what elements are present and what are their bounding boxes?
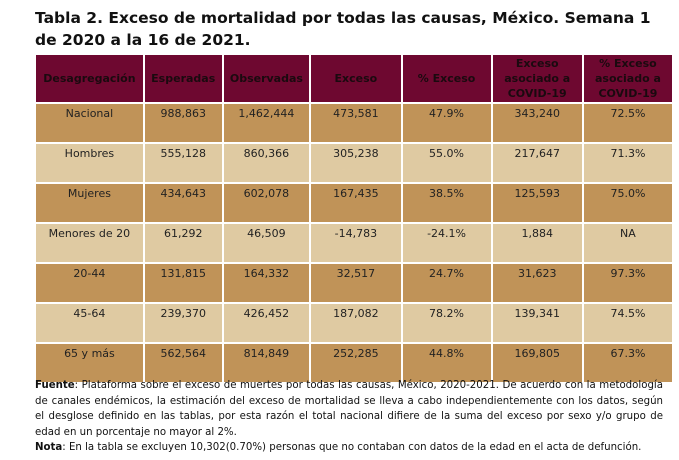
table-cell: 426,452: [221, 302, 312, 344]
table-cell: 167,435: [309, 182, 403, 224]
table-row: Menores de 20 61,292 46,509 -14,783 -24.1% 1,…: [34, 222, 675, 264]
table-cell: 67.3%: [581, 342, 675, 384]
table-cell: 434,643: [142, 182, 224, 224]
table-row: Hombres 555,128 860,366 305,238 55.0% 217,647…: [34, 142, 675, 184]
table-cell: 44.8%: [400, 342, 493, 384]
table-cell: 97.3%: [581, 262, 675, 304]
table-cell: 473,581: [309, 102, 403, 144]
table-cell: 32,517: [309, 262, 403, 304]
table-cell: 187,082: [309, 302, 403, 344]
footnotes: Fuente: Plataforma sobre el exceso de mu…: [35, 378, 663, 456]
note: Nota: En la tabla se excluyen 10,302(0.7…: [35, 440, 663, 456]
note-label: Nota: [35, 442, 63, 453]
table-cell: 555,128: [142, 142, 224, 184]
table-cell: -24.1%: [400, 222, 493, 264]
row-label: 65 y más: [34, 342, 145, 384]
table-cell: 860,366: [221, 142, 312, 184]
column-header: Observadas: [221, 53, 312, 104]
table-cell: 814,849: [221, 342, 312, 384]
table-cell: 75.0%: [581, 182, 675, 224]
table-cell: 31,623: [490, 262, 584, 304]
source-note: Fuente: Plataforma sobre el exceso de mu…: [35, 378, 663, 440]
table-cell: 72.5%: [581, 102, 675, 144]
table-cell: 239,370: [142, 302, 224, 344]
row-label: 20-44: [34, 262, 145, 304]
row-label: Menores de 20: [34, 222, 145, 264]
table-cell: 71.3%: [581, 142, 675, 184]
table-cell: 74.5%: [581, 302, 675, 344]
table-cell: 305,238: [309, 142, 403, 184]
table-cell: 47.9%: [400, 102, 493, 144]
table-cell: 131,815: [142, 262, 224, 304]
table-cell: 46,509: [221, 222, 312, 264]
table-cell: 169,805: [490, 342, 584, 384]
table-cell: 38.5%: [400, 182, 493, 224]
note-text: : En la tabla se excluyen 10,302(0.70%) …: [62, 442, 642, 453]
table-cell: 139,341: [490, 302, 584, 344]
table-cell: 164,332: [221, 262, 312, 304]
table-row: Nacional 988,863 1,462,444 473,581 47.9% 343,…: [34, 102, 675, 144]
column-header: Esperadas: [142, 53, 224, 104]
row-label: 45-64: [34, 302, 145, 344]
table-cell: 562,564: [142, 342, 224, 384]
table-cell: 78.2%: [400, 302, 493, 344]
table-cell: 217,647: [490, 142, 584, 184]
table-row: Mujeres 434,643 602,078 167,435 38.5% 125,593…: [34, 182, 675, 224]
column-header: Desagregación: [34, 53, 145, 104]
table-cell: 24.7%: [400, 262, 493, 304]
table-header-row: Desagregación Esperadas Observadas Exceso% …: [34, 53, 675, 104]
table-cell: 1,462,444: [221, 102, 312, 144]
table-cell: 61,292: [142, 222, 224, 264]
column-header: % Exceso: [400, 53, 493, 104]
table-title: Tabla 2. Exceso de mortalidad por todas …: [35, 9, 651, 49]
table-cell: 343,240: [490, 102, 584, 144]
table-cell: 602,078: [221, 182, 312, 224]
row-label: Hombres: [34, 142, 145, 184]
table-row: 20-44 131,815 164,332 32,517 24.7% 31,623 97.3…: [34, 262, 675, 304]
mortality-table: Desagregación Esperadas Observadas Exceso% …: [34, 53, 675, 384]
row-label: Mujeres: [34, 182, 145, 224]
column-header: Exceso asociado a COVID-19: [490, 53, 584, 104]
table-cell: 252,285: [309, 342, 403, 384]
table-cell: 988,863: [142, 102, 224, 144]
column-header: Exceso: [309, 53, 403, 104]
table-cell: NA: [581, 222, 675, 264]
source-text: : Plataforma sobre el exceso de muertes …: [35, 380, 663, 438]
table-row: 45-64 239,370 426,452 187,082 78.2% 139,341 74…: [34, 302, 675, 344]
column-header: % Exceso asociado a COVID-19: [581, 53, 675, 104]
table-cell: -14,783: [309, 222, 403, 264]
table-row: 65 y más 562,564 814,849 252,285 44.8% 169,80…: [34, 342, 675, 384]
table-cell: 1,884: [490, 222, 584, 264]
row-label: Nacional: [34, 102, 145, 144]
table-cell: 125,593: [490, 182, 584, 224]
table-cell: 55.0%: [400, 142, 493, 184]
source-label: Fuente: [35, 380, 75, 391]
